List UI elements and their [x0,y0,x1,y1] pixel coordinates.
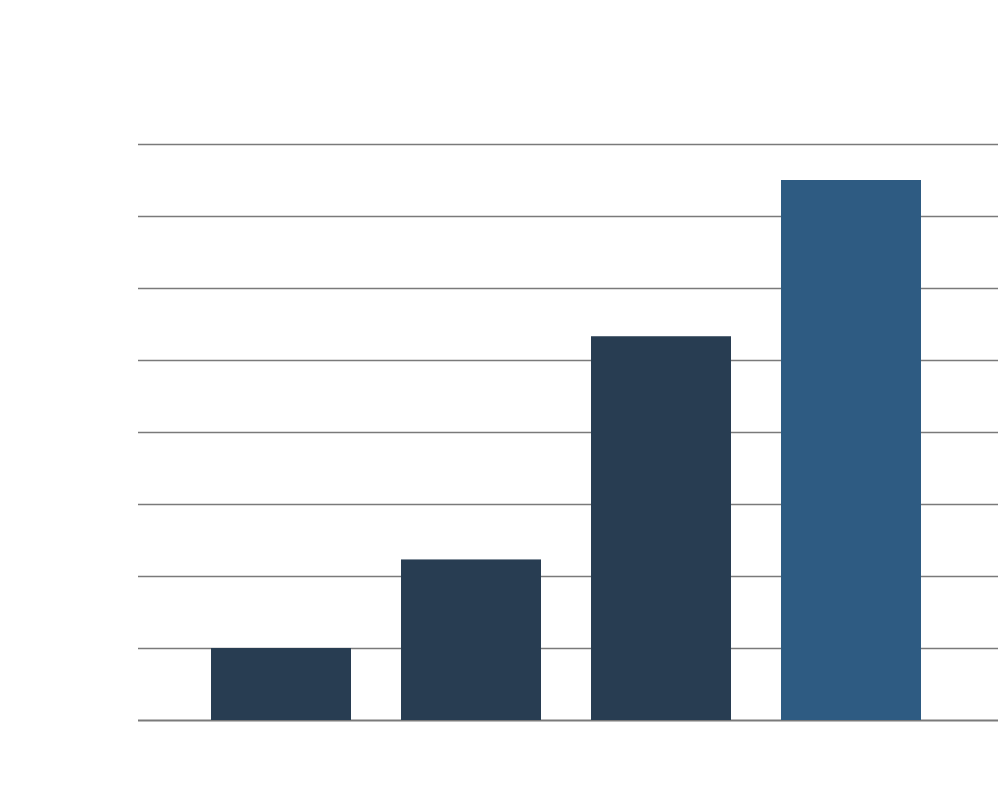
bar-4 [781,180,921,720]
bar-1 [211,648,351,720]
bar-3 [591,336,731,720]
bars [211,180,921,720]
bar-2 [401,559,541,720]
